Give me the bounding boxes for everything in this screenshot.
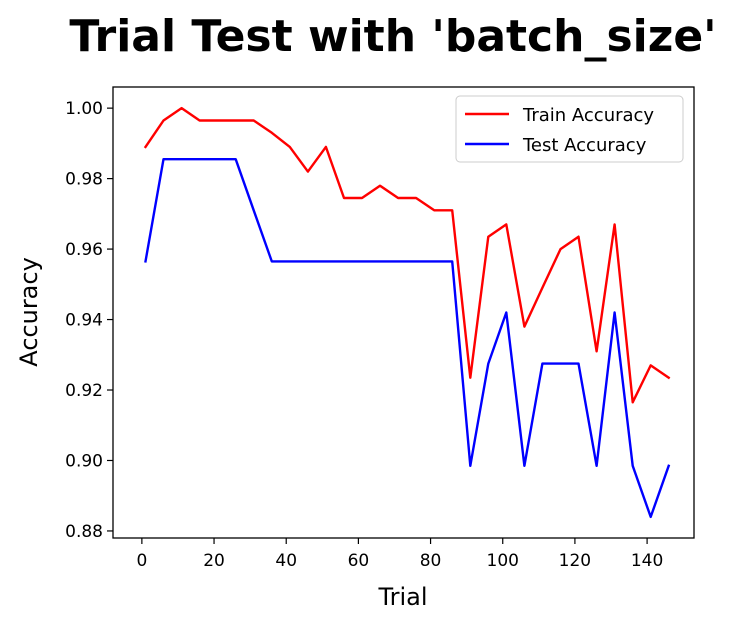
x-tick-label: 20 (203, 551, 225, 571)
x-tick-label: 80 (420, 551, 442, 571)
x-axis-ticks: 0 20 40 60 80 100 120 140 (136, 538, 663, 571)
y-axis-ticks: 0.88 0.90 0.92 0.94 0.96 0.98 1.00 (65, 99, 113, 542)
legend-label-train: Train Accuracy (522, 105, 654, 126)
y-tick-label: 0.90 (65, 451, 103, 471)
series-lines (143, 106, 671, 519)
y-tick-label: 0.98 (65, 170, 103, 190)
legend-label-test: Test Accuracy (522, 135, 647, 156)
y-tick-label: 0.96 (65, 240, 103, 260)
chart-title: Trial Test with 'batch_size' (69, 11, 716, 62)
x-axis-label: Trial (377, 583, 427, 611)
series-line-test (144, 157, 671, 519)
y-tick-label: 0.88 (65, 522, 103, 542)
plot-frame (112, 86, 695, 539)
series-line-train (143, 106, 671, 404)
x-tick-label: 120 (559, 551, 591, 571)
x-tick-label: 60 (348, 551, 370, 571)
y-axis-label: Accuracy (15, 257, 43, 367)
y-tick-label: 0.94 (65, 311, 103, 331)
x-tick-label: 40 (275, 551, 297, 571)
legend-box (455, 95, 684, 163)
x-tick-label: 140 (631, 551, 663, 571)
y-tick-label: 0.92 (65, 381, 103, 401)
x-tick-label: 0 (136, 551, 147, 571)
x-tick-label: 100 (487, 551, 519, 571)
legend: Train Accuracy Test Accuracy (455, 95, 684, 163)
y-tick-label: 1.00 (65, 99, 103, 119)
